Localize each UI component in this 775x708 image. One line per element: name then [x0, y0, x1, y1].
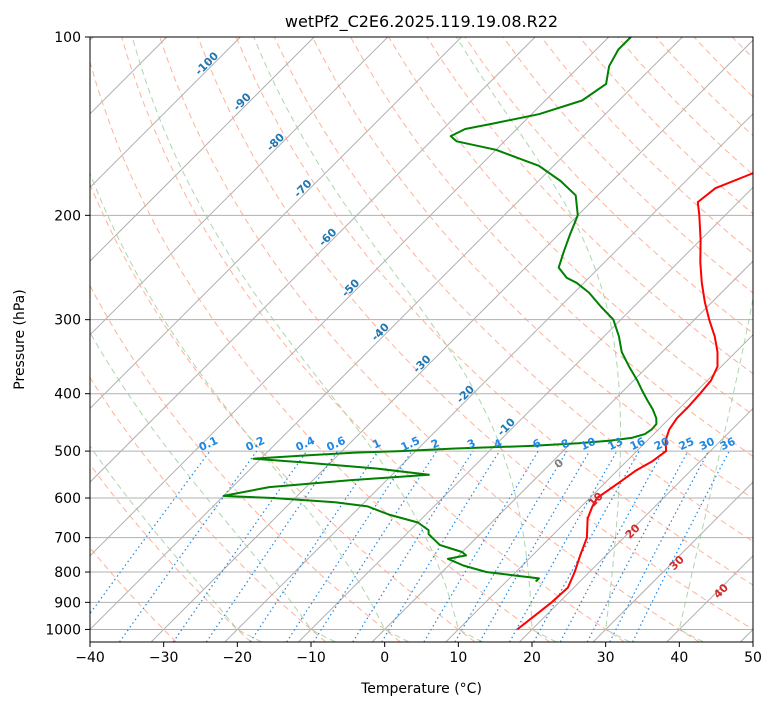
dewpoint-profile [222, 37, 658, 583]
mixing-ratio-label: 36 [718, 435, 738, 453]
y-tick-label: 500 [54, 444, 81, 460]
isotherm-line [90, 37, 536, 483]
y-tick-label: 700 [54, 531, 81, 547]
x-tick-label: −10 [296, 650, 326, 666]
mixing-ratio-line [454, 450, 568, 642]
moist-adiabat [678, 296, 753, 642]
mixing-ratio-label: 20 [652, 435, 672, 453]
mixing-ratio-label: 25 [677, 435, 696, 453]
y-axis-label: Pressure (hPa) [12, 289, 28, 389]
dry-adiabat [90, 463, 252, 642]
dry-adiabat [121, 37, 625, 642]
y-tick-label: 200 [54, 208, 81, 224]
mixing-ratio-line [352, 450, 474, 642]
y-tick-label: 600 [54, 491, 81, 507]
isotherm-line [90, 37, 462, 410]
dry-adiabat [273, 37, 753, 543]
mixing-ratio-line [586, 450, 689, 642]
mixing-ratio-line [312, 450, 438, 642]
y-tick-label: 900 [54, 595, 81, 611]
mixing-ratio-line [205, 450, 338, 642]
isotherm-line [90, 37, 389, 336]
mixing-ratio-line [559, 450, 664, 642]
x-tick-label: 0 [380, 650, 389, 666]
plot-frame [89, 36, 754, 643]
mixing-ratio-line [119, 450, 258, 642]
x-tick-label: 40 [670, 650, 688, 666]
mixing-ratio-label: 16 [628, 435, 648, 453]
isotherm-line [90, 37, 241, 189]
axis-ticks: −40 −30 −20 −10 0 10 20 30 40 50 100 200 300 400 500 60… [45, 30, 762, 666]
isotherm-line [224, 113, 753, 642]
mixing-ratio-line [172, 450, 308, 642]
moist-adiabat [90, 172, 410, 642]
moist-adiabat [253, 37, 557, 642]
mixing-ratio-line [249, 450, 379, 642]
mixing-ratio-line [286, 450, 413, 642]
dry-adiabat [159, 37, 700, 642]
isotherm-line [519, 407, 753, 642]
mixing-ratio-label: 13 [606, 435, 625, 453]
x-tick-label: −20 [223, 650, 253, 666]
profile-lines [222, 37, 753, 631]
x-tick-label: 10 [449, 650, 467, 666]
dry-adiabat [235, 37, 753, 586]
y-tick-label: 800 [54, 565, 81, 581]
x-tick-label: 30 [597, 650, 615, 666]
isotherm-line [150, 39, 753, 642]
dry-adiabat [770, 37, 775, 642]
mixing-ratio-line [423, 450, 539, 642]
dry-adiabat [90, 60, 551, 642]
dry-adiabat [197, 37, 753, 630]
isotherm-line [90, 37, 315, 262]
moist-adiabat [90, 445, 262, 642]
background-guides [90, 37, 775, 642]
x-tick-label: −30 [149, 650, 179, 666]
y-tick-label: 300 [54, 313, 81, 329]
chart-title: wetPf2_C2E6.2025.119.19.08.R22 [285, 12, 558, 32]
x-tick-label: 20 [523, 650, 541, 666]
isotherm-line [90, 37, 610, 557]
dry-adiabat [502, 37, 753, 294]
moist-adiabat [90, 331, 336, 642]
isotherm-line [445, 334, 753, 642]
moist-adiabat [131, 37, 483, 642]
isotherm-line [90, 37, 683, 631]
mixing-ratio-label: 30 [697, 435, 717, 453]
isotherm-line [371, 260, 753, 642]
plot-background [90, 37, 753, 642]
dry-adiabat [311, 37, 753, 500]
mixing-ratio-line [381, 450, 501, 642]
x-tick-label: 50 [744, 650, 762, 666]
mixing-ratio-label: 10 [578, 435, 598, 453]
y-tick-label: 400 [54, 387, 81, 403]
temperature-profile [516, 172, 753, 631]
y-tick-label: 1000 [45, 622, 81, 638]
x-tick-label: −40 [75, 650, 105, 666]
x-axis-label: Temperature (°C) [360, 681, 482, 697]
isotherm-line [592, 481, 753, 642]
y-tick-label: 100 [54, 30, 81, 46]
